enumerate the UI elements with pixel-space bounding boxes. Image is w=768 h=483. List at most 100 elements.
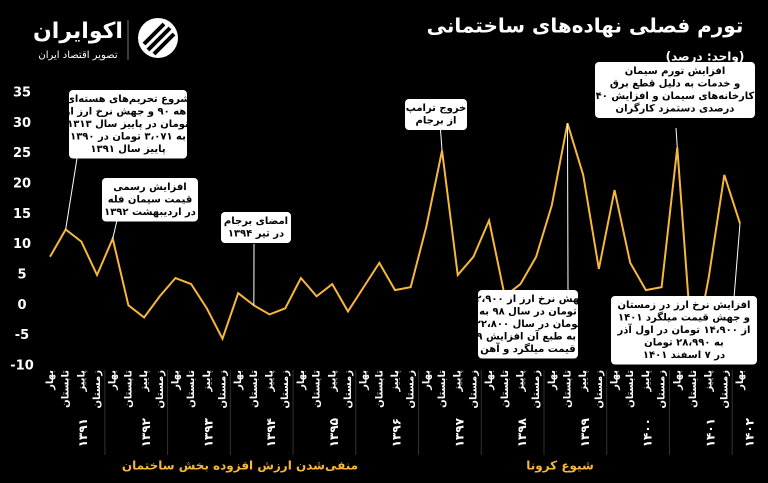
x-tick-label: پاییز [578, 370, 589, 393]
x-tick-label: بهار [359, 370, 370, 391]
annotation-text: به ۲۸،۹۹۰ تومان [644, 338, 724, 349]
x-tick-label: بهار [108, 370, 119, 391]
annotation-text: از ۱۴،۹۰۰ تومان در اول آذر [617, 323, 751, 336]
annotation-text: ۱۳۱۳ تومان در پاییز سال [67, 119, 189, 130]
annotation-pointer [733, 223, 741, 299]
x-tick-label: پاییز [641, 370, 652, 393]
annotation-text: قیمت سیمان فله [108, 195, 193, 206]
annotation-text: جهش نرخ ارز از ۱۲،۹۰۰ [469, 294, 587, 305]
year-label: ۱۳۹۶ [390, 418, 404, 447]
x-tick-label: پاییز [265, 370, 276, 393]
x-tick-label: بهار [672, 370, 683, 391]
x-tick-label: تابستان [688, 370, 699, 408]
y-tick-label: -5 [15, 328, 29, 343]
annotation-box [611, 296, 757, 365]
x-tick-label: تابستان [312, 370, 323, 408]
x-tick-label: زمستان [531, 370, 542, 409]
year-label: ۱۴۰۱ [703, 418, 717, 447]
year-label: ۱۳۹۳ [201, 417, 215, 447]
annotation-text: ۹۹ و به طبع آن افزایش [470, 330, 585, 343]
annotation-text: امضای برجام [224, 216, 288, 227]
y-tick-label: -10 [10, 359, 34, 374]
x-tick-label: تابستان [437, 370, 448, 408]
annotation-text: در تیر ۱۳۹۴ [228, 229, 284, 240]
x-tick-label: تابستان [123, 370, 134, 408]
year-label: ۱۳۹۱ [76, 418, 90, 447]
annotation-text: درصدی دستمزد کارگران [616, 102, 735, 115]
y-tick-label: 5 [17, 268, 26, 283]
annotation-text: ۱۴۰۱ و جهش قیمت میلگرد [618, 311, 750, 324]
x-tick-label: زمستان [280, 370, 291, 409]
year-label: ۱۳۹۹ [578, 417, 592, 447]
annotation-box [102, 178, 198, 222]
brand-name: اکوایران [33, 19, 123, 44]
y-tick-label: 0 [17, 298, 26, 313]
annotation-box [478, 290, 578, 359]
x-tick-label: پاییز [327, 370, 338, 393]
brand-tagline: تصویر اقتصاد ایران [38, 50, 117, 61]
x-tick-label: پاییز [76, 370, 87, 393]
x-tick-label: تابستان [563, 370, 574, 408]
x-tick-label: بهار [45, 370, 56, 391]
chart-subtitle: (واحد: درصد) [666, 50, 745, 65]
x-tick-label: بهار [233, 370, 244, 391]
annotation-text: کارخانه‌های سیمان و افزایش ۴۰ [596, 91, 755, 102]
x-tick-label: بهار [735, 370, 746, 391]
x-tick-label: زمستان [719, 370, 730, 409]
annotation-text: افزایش نرخ ارز در زمستان [618, 300, 751, 311]
year-label: ۱۳۹۷ [452, 417, 466, 447]
annotation-text: از برجام [416, 116, 457, 127]
annotation-text: ۱۳۹۰ به ۳،۰۷۱ تومان در [70, 132, 186, 143]
annotation-text: تومان در سال ۹۸ به [479, 307, 577, 318]
x-tick-label: زمستان [657, 370, 668, 409]
x-tick-label: پاییز [515, 370, 526, 393]
x-tick-label: پاییز [390, 370, 401, 393]
x-tick-label: تابستان [374, 370, 385, 408]
y-tick-label: 10 [13, 237, 31, 252]
x-tick-label: زمستان [155, 370, 166, 409]
year-label: ۱۴۰۲ [743, 417, 757, 447]
y-tick-label: 20 [13, 177, 31, 192]
annotation-box [69, 90, 187, 159]
x-tick-label: بهار [296, 370, 307, 391]
x-tick-label: زمستان [406, 370, 417, 409]
year-label: ۱۴۰۰ [641, 418, 655, 447]
annotation-pointer [65, 151, 79, 230]
x-tick-label: بهار [547, 370, 558, 391]
annotation-text: شروع تحریم‌های هسته‌ای [66, 94, 191, 105]
x-tick-label: زمستان [218, 370, 229, 409]
annotation-box [405, 99, 467, 130]
annotation-text: ۲۲،۸۰۰ تومان در سال [475, 319, 582, 330]
y-tick-label: 25 [13, 146, 31, 161]
annotation-text: خروج ترامپ [406, 103, 467, 114]
x-tick-label: پاییز [139, 370, 150, 393]
annotation-text: و خدمات به دلیل قطع برق [610, 79, 740, 90]
x-tick-label: پاییز [704, 370, 715, 393]
x-tick-label: تابستان [500, 370, 511, 408]
x-tick-label: پاییز [202, 370, 213, 393]
x-tick-label: تابستان [186, 370, 197, 408]
annotation-text: قیمت میلگرد و آهن [480, 342, 575, 355]
x-tick-label: تابستان [625, 370, 636, 408]
annotation-text: پاییز سال ۱۳۹۱ [90, 144, 165, 155]
period-label: منفی‌شدن ارزش افزوده بخش ساختمان [122, 459, 358, 474]
x-tick-label: زمستان [468, 370, 479, 409]
annotation-box [221, 212, 291, 243]
annotation-text: در ۷ اسفند ۱۴۰۱ [643, 350, 725, 361]
x-tick-label: پاییز [453, 370, 464, 393]
annotation-text: در اردیبهشت ۱۳۹۲ [104, 207, 196, 218]
period-label: شیوع کرونا [526, 459, 594, 474]
x-tick-label: بهار [484, 370, 495, 391]
annotation-text: افزایش تورم سیمان [625, 66, 726, 77]
x-tick-label: زمستان [343, 370, 354, 409]
y-tick-label: 15 [13, 207, 31, 222]
annotation-pointer [675, 127, 678, 148]
x-tick-label: تابستان [249, 370, 260, 408]
year-label: ۱۳۹۵ [327, 418, 341, 447]
series-line [49, 123, 741, 361]
year-label: ۱۳۹۴ [264, 418, 278, 447]
annotation-pointer [567, 123, 569, 293]
annotation-text: دهه ۹۰ و جهش نرخ ارز از [64, 107, 192, 118]
x-tick-label: زمستان [92, 370, 103, 409]
